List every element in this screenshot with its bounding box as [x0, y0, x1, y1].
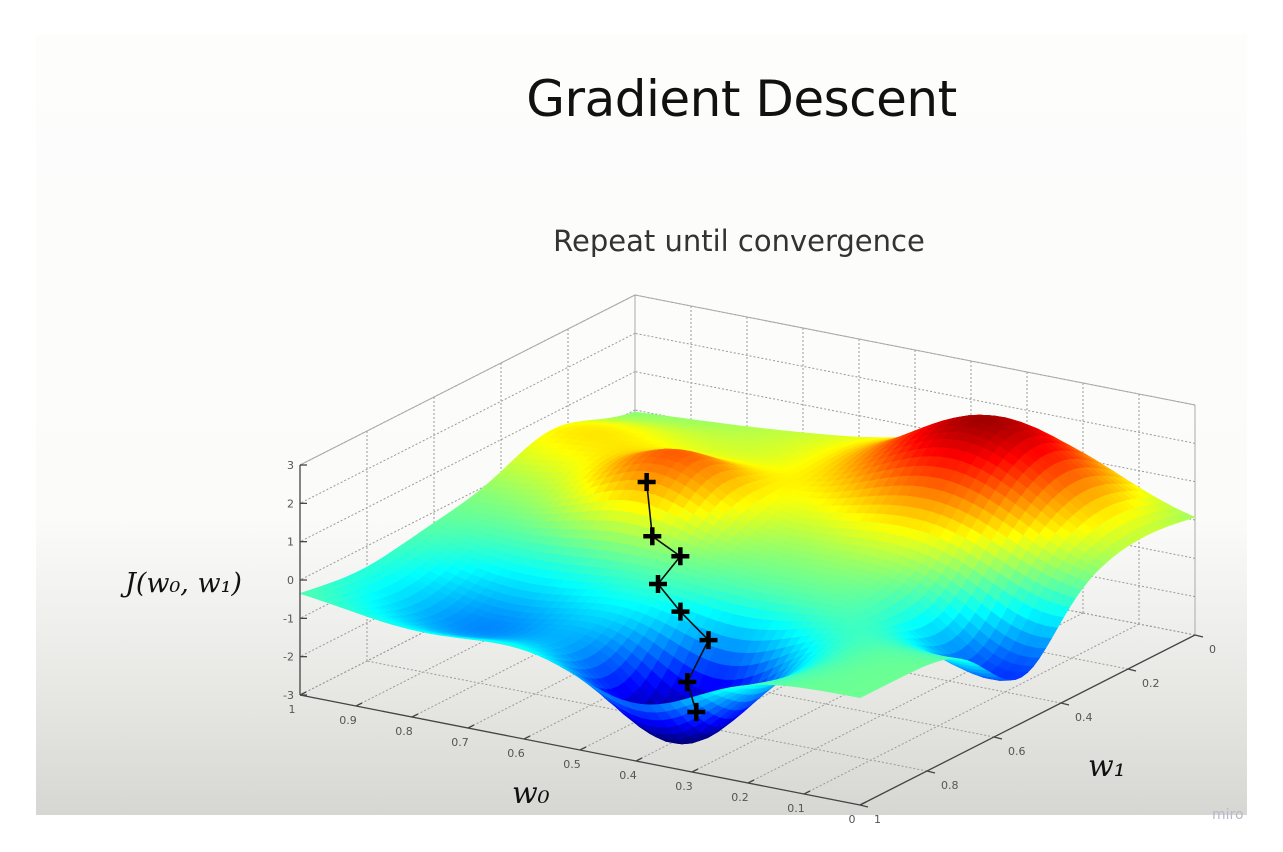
x-tick-label: 1	[289, 703, 296, 716]
descent-path	[637, 472, 718, 721]
x-tick-label: 0.4	[619, 769, 637, 782]
x-tick-label: 0.7	[451, 736, 469, 749]
path-point-marker	[671, 547, 690, 566]
z-tick-label: 2	[287, 497, 294, 510]
x-tick-mark	[299, 691, 307, 696]
x-tick-label: 0.2	[731, 791, 749, 804]
y-tick-mark	[926, 770, 936, 774]
z-tick-label: -3	[283, 689, 294, 702]
floor-grid-line	[467, 557, 804, 729]
y-tick-mark	[1060, 702, 1070, 706]
path-point-marker	[687, 703, 706, 721]
x-tick-mark	[523, 735, 531, 740]
path-point-marker	[699, 631, 718, 650]
side-wall-grid-line	[299, 524, 636, 696]
x-tick-label: 0	[849, 813, 856, 826]
x-tick-label: 0.8	[395, 725, 413, 738]
miro-watermark: miro	[1212, 807, 1244, 823]
x-tick-mark	[355, 702, 363, 707]
floor-grid-line	[355, 535, 692, 707]
floor-grid-line	[411, 546, 748, 718]
x-tick-mark	[467, 724, 475, 729]
path-point-marker	[643, 527, 662, 546]
x-tick-label: 0.6	[507, 747, 525, 760]
y-tick-mark	[1127, 668, 1137, 672]
cost-surface	[299, 411, 1196, 745]
x-tick-mark	[747, 779, 755, 784]
y-axis-label: w₁	[1088, 749, 1126, 784]
floor-grid-line	[691, 601, 1028, 773]
path-line	[645, 481, 710, 713]
path-point-marker	[671, 602, 690, 621]
x-tick-label: 0.3	[675, 780, 693, 793]
floor-grid-line	[523, 568, 860, 740]
x-tick-mark	[803, 790, 811, 795]
x-axis-label: w₀	[512, 776, 550, 811]
x-tick-mark	[691, 768, 699, 773]
x-tick-label: 0.9	[339, 714, 357, 727]
path-point-marker	[649, 574, 667, 593]
y-axis	[859, 634, 1196, 806]
y-tick-label: 0.2	[1142, 677, 1160, 690]
x-tick-label: 0.5	[563, 758, 581, 771]
y-tick-label: 0.6	[1008, 745, 1026, 758]
floor-grid-line	[747, 612, 1084, 784]
x-tick-mark	[579, 746, 587, 751]
y-tick-label: 1	[874, 813, 881, 826]
x-tick-mark	[411, 713, 419, 718]
y-tick-mark	[1194, 634, 1204, 638]
x-tick-label: 0.1	[787, 802, 805, 815]
side-wall-grid-line	[299, 332, 636, 504]
z-tick-label: 0	[287, 574, 294, 587]
y-tick-mark	[993, 736, 1003, 740]
x-tick-mark	[859, 801, 867, 806]
z-tick-label: 3	[287, 459, 294, 472]
back-wall-grid-line	[634, 332, 1196, 444]
back-wall-grid-line	[634, 371, 1196, 483]
side-wall-grid-line	[299, 409, 636, 581]
slide-title: Gradient Descent	[526, 70, 957, 128]
z-tick-label: -2	[283, 651, 294, 664]
side-wall-grid-line	[299, 486, 636, 658]
y-tick-label: 0.4	[1075, 711, 1093, 724]
box-edge	[299, 294, 636, 466]
axes: -3 -2 -1 0 1 2 3 0 0.1 0.2 0.3 0.4 0.5 0.6 0.7 0.8 0.9 1 0…	[283, 459, 1216, 826]
surface-patch	[849, 692, 867, 699]
side-wall-grid-line	[299, 371, 636, 543]
z-axis-label: J(w₀, w₁)	[120, 568, 242, 599]
floor-grid-line	[803, 623, 1140, 795]
z-tick-label: 1	[287, 536, 294, 549]
z-tick-label: -1	[283, 612, 294, 625]
y-tick-mark	[859, 804, 869, 808]
slide-subtitle: Repeat until convergence	[553, 224, 925, 258]
x-tick-mark	[635, 757, 643, 762]
y-tick-label: 0.8	[941, 779, 959, 792]
y-tick-label: 0	[1209, 643, 1216, 656]
path-point-marker	[637, 472, 656, 491]
box-edge	[634, 294, 1196, 406]
path-point-marker	[678, 673, 697, 692]
